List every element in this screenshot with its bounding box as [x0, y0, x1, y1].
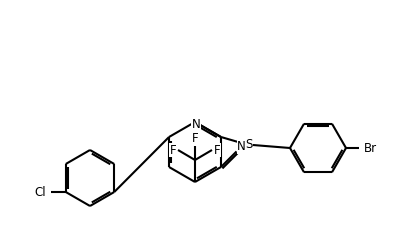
Text: F: F	[192, 132, 198, 146]
Text: S: S	[245, 139, 253, 151]
Text: F: F	[214, 143, 220, 157]
Text: Cl: Cl	[34, 186, 46, 198]
Text: N: N	[237, 140, 246, 153]
Text: Br: Br	[364, 142, 377, 154]
Text: F: F	[170, 143, 176, 157]
Text: N: N	[192, 117, 200, 131]
